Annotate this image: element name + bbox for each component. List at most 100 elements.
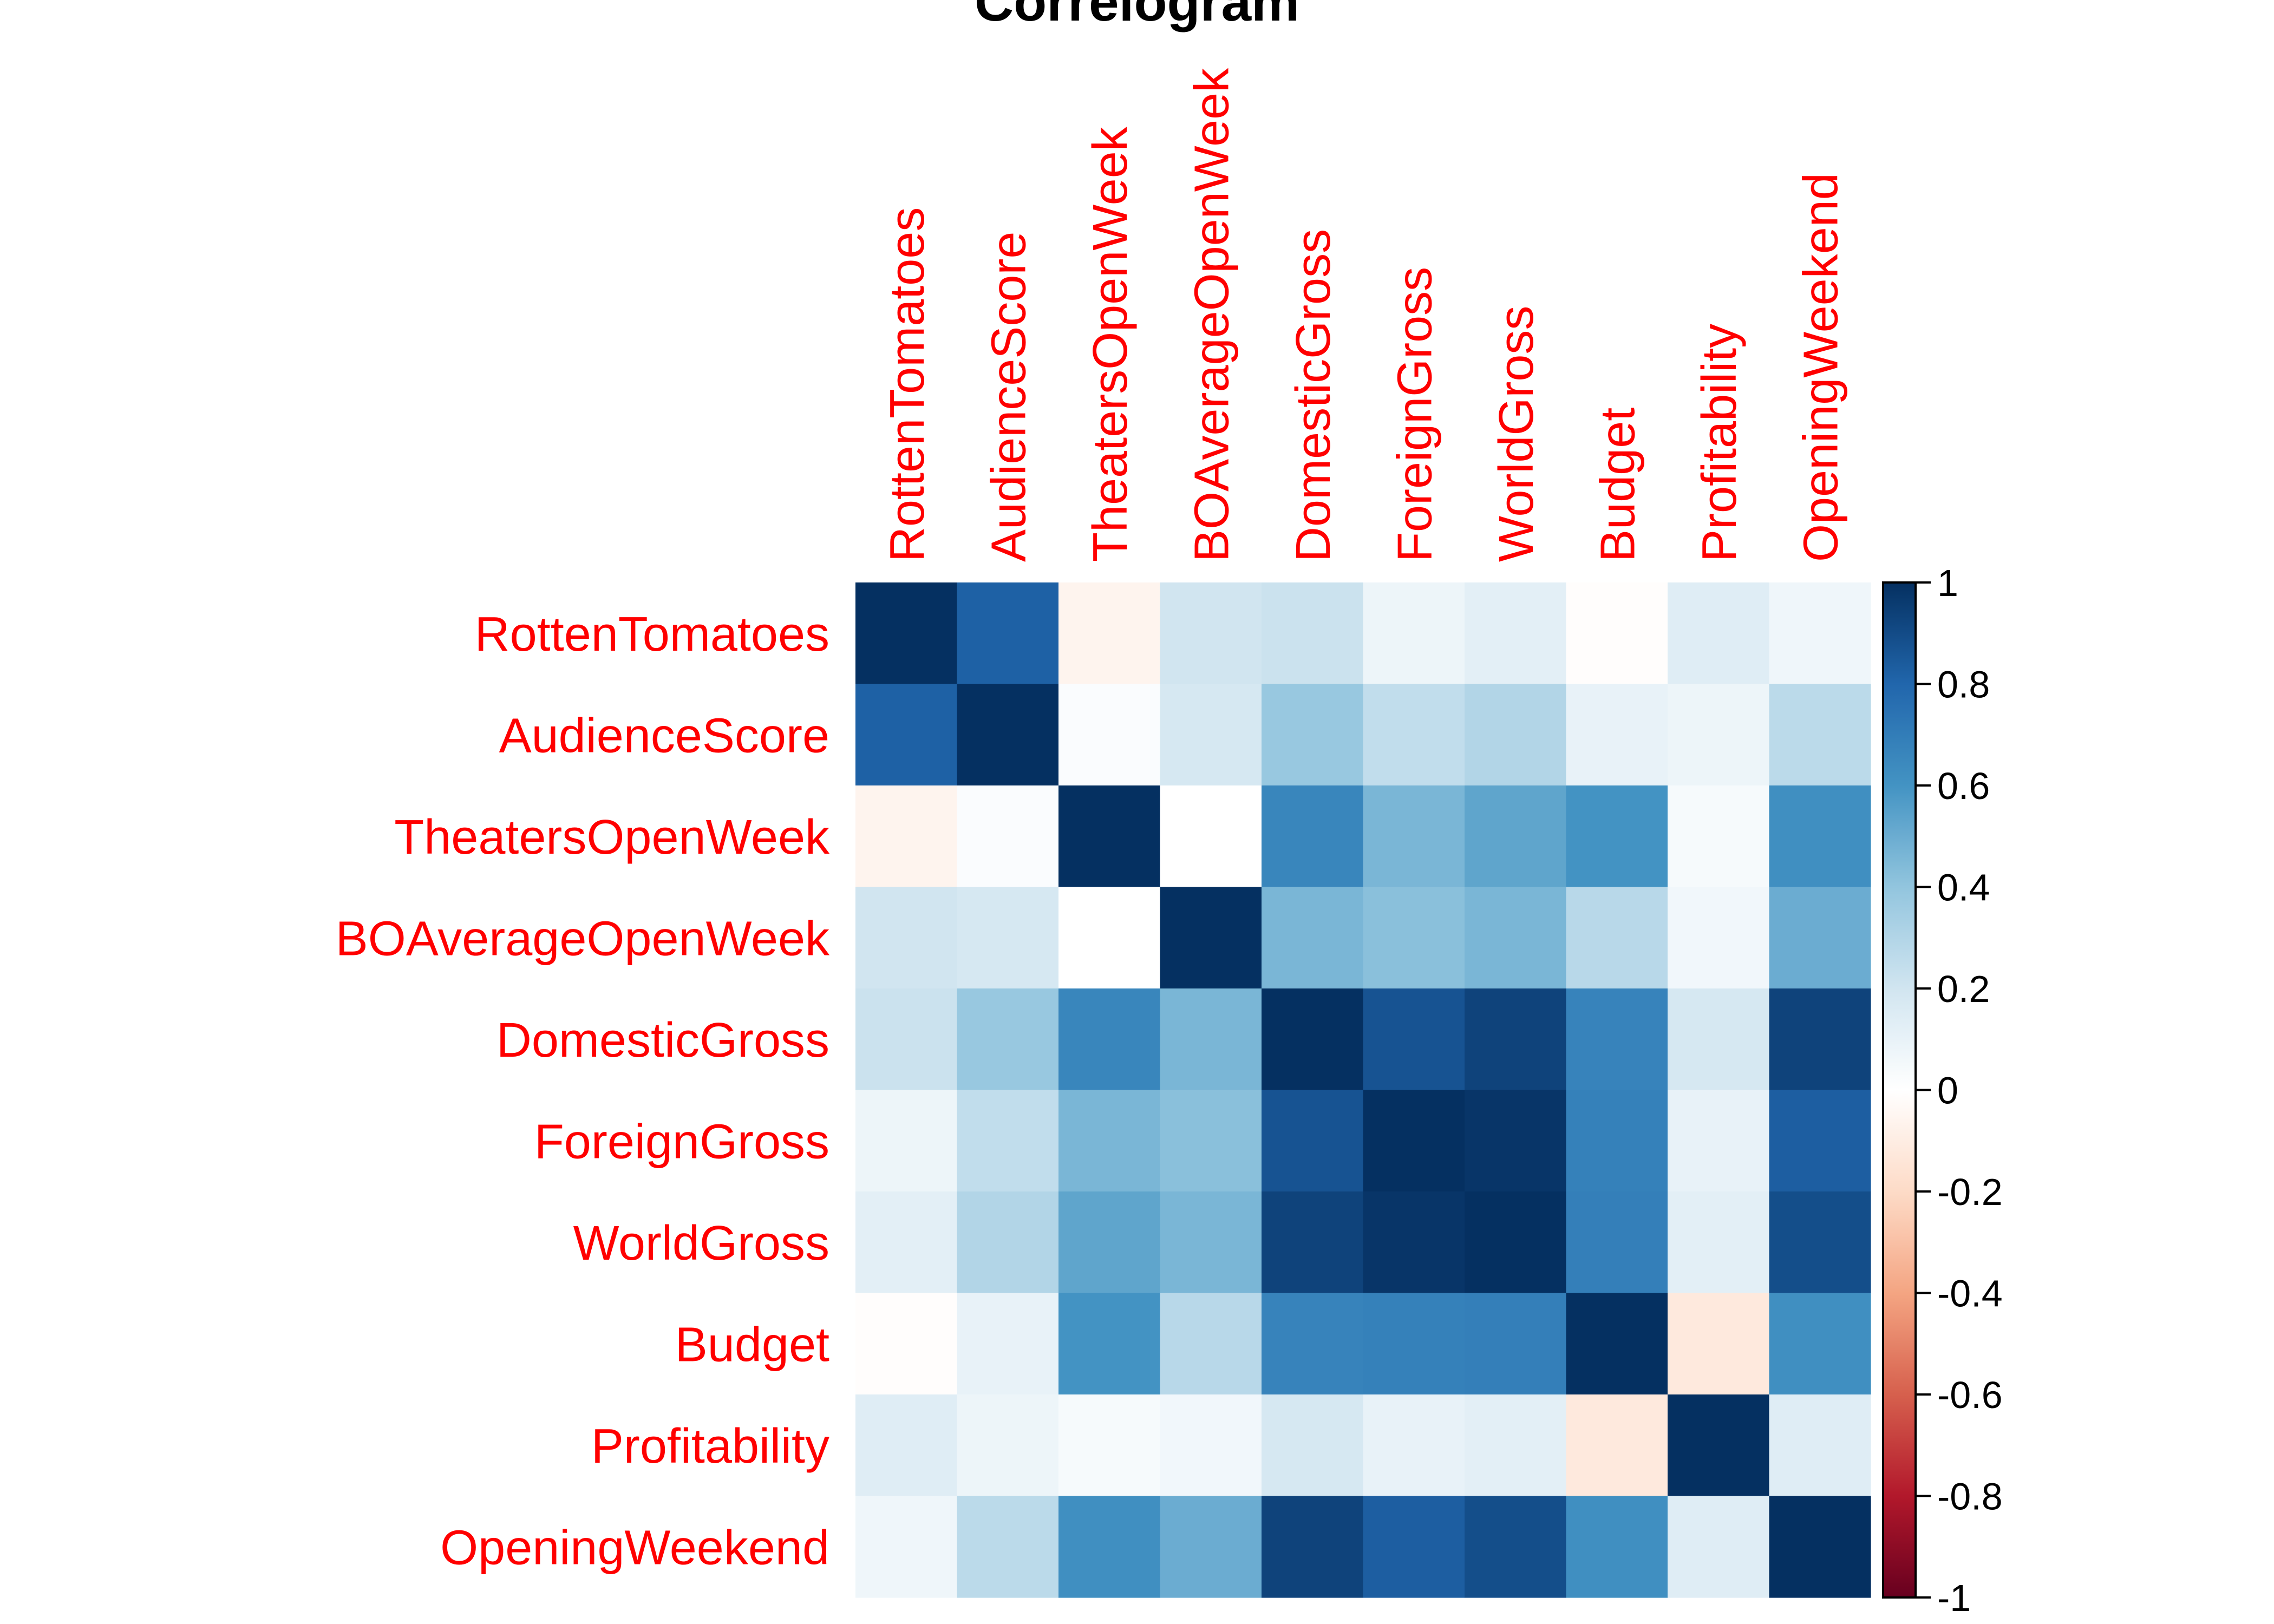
cell-ForeignGross-BOAverageOpenWeek (1160, 1090, 1262, 1192)
cell-OpeningWeekend-ForeignGross (1363, 1496, 1465, 1598)
cell-DomesticGross-TheatersOpenWeek (1058, 988, 1161, 1091)
cell-Budget-BOAverageOpenWeek (1160, 1293, 1262, 1395)
colorbar-scale (1882, 581, 1917, 1599)
colorbar-tick-label: 0.2 (1937, 968, 1990, 1010)
cell-DomesticGross-RottenTomatoes (855, 988, 958, 1091)
cell-DomesticGross-Profitability (1668, 988, 1770, 1091)
cell-WorldGross-Profitability (1668, 1191, 1770, 1294)
cell-AudienceScore-AudienceScore (957, 684, 1059, 786)
cell-Profitability-OpeningWeekend (1769, 1394, 1871, 1497)
cell-ForeignGross-Budget (1566, 1090, 1668, 1192)
row-label-RottenTomatoes: RottenTomatoes (475, 607, 829, 662)
cell-ForeignGross-TheatersOpenWeek (1058, 1090, 1161, 1192)
col-label-TheatersOpenWeek: TheatersOpenWeek (1083, 126, 1138, 562)
cell-BOAverageOpenWeek-TheatersOpenWeek (1058, 887, 1161, 989)
cell-OpeningWeekend-TheatersOpenWeek (1058, 1496, 1161, 1598)
cell-WorldGross-Budget (1566, 1191, 1668, 1294)
cell-Budget-RottenTomatoes (855, 1293, 958, 1395)
cell-Budget-WorldGross (1465, 1293, 1567, 1395)
colorbar-tick-label: -0.8 (1937, 1476, 2003, 1518)
cell-AudienceScore-DomesticGross (1262, 684, 1364, 786)
col-label-ForeignGross: ForeignGross (1388, 267, 1442, 562)
cell-TheatersOpenWeek-DomesticGross (1262, 785, 1364, 888)
row-label-ForeignGross: ForeignGross (534, 1115, 829, 1169)
cell-DomesticGross-DomesticGross (1262, 988, 1364, 1091)
cell-WorldGross-OpeningWeekend (1769, 1191, 1871, 1294)
cell-DomesticGross-Budget (1566, 988, 1668, 1091)
cell-RottenTomatoes-Profitability (1668, 582, 1770, 685)
colorbar-tick-label: 1 (1937, 562, 1958, 604)
chart-title: Correlogram (975, 0, 1299, 32)
cell-BOAverageOpenWeek-DomesticGross (1262, 887, 1364, 989)
row-label-TheatersOpenWeek: TheatersOpenWeek (394, 810, 830, 865)
cell-OpeningWeekend-OpeningWeekend (1769, 1496, 1871, 1598)
col-label-RottenTomatoes: RottenTomatoes (880, 207, 935, 562)
row-label-BOAverageOpenWeek: BOAverageOpenWeek (336, 912, 830, 966)
cell-Profitability-Budget (1566, 1394, 1668, 1497)
col-label-OpeningWeekend: OpeningWeekend (1794, 173, 1848, 562)
cell-WorldGross-ForeignGross (1363, 1191, 1465, 1294)
col-label-WorldGross: WorldGross (1489, 306, 1544, 562)
cell-OpeningWeekend-AudienceScore (957, 1496, 1059, 1598)
cell-OpeningWeekend-RottenTomatoes (855, 1496, 958, 1598)
cell-WorldGross-BOAverageOpenWeek (1160, 1191, 1262, 1294)
cell-Profitability-AudienceScore (957, 1394, 1059, 1497)
cell-BOAverageOpenWeek-RottenTomatoes (855, 887, 958, 989)
colorbar-tick-label: 0.8 (1937, 664, 1990, 706)
cell-RottenTomatoes-ForeignGross (1363, 582, 1465, 685)
cell-Budget-Profitability (1668, 1293, 1770, 1395)
cell-RottenTomatoes-RottenTomatoes (855, 582, 958, 685)
cell-ForeignGross-DomesticGross (1262, 1090, 1364, 1192)
cell-BOAverageOpenWeek-Budget (1566, 887, 1668, 989)
cell-OpeningWeekend-DomesticGross (1262, 1496, 1364, 1598)
cell-RottenTomatoes-BOAverageOpenWeek (1160, 582, 1262, 685)
cell-RottenTomatoes-WorldGross (1465, 582, 1567, 685)
correlation-cells (855, 582, 1871, 1598)
cell-OpeningWeekend-Budget (1566, 1496, 1668, 1598)
cell-AudienceScore-Budget (1566, 684, 1668, 786)
cell-DomesticGross-OpeningWeekend (1769, 988, 1871, 1091)
cell-Profitability-Profitability (1668, 1394, 1770, 1497)
cell-TheatersOpenWeek-ForeignGross (1363, 785, 1465, 888)
col-label-AudienceScore: AudienceScore (982, 232, 1036, 562)
colorbar-tick-label: -1 (1937, 1577, 1971, 1619)
cell-WorldGross-AudienceScore (957, 1191, 1059, 1294)
cell-Profitability-WorldGross (1465, 1394, 1567, 1497)
row-label-OpeningWeekend: OpeningWeekend (440, 1521, 829, 1575)
row-label-Profitability: Profitability (591, 1419, 829, 1474)
column-labels: RottenTomatoes AudienceScore TheatersOpenW… (880, 68, 1848, 562)
cell-RottenTomatoes-TheatersOpenWeek (1058, 582, 1161, 685)
cell-ForeignGross-OpeningWeekend (1769, 1090, 1871, 1192)
cell-AudienceScore-TheatersOpenWeek (1058, 684, 1161, 786)
cell-TheatersOpenWeek-TheatersOpenWeek (1058, 785, 1161, 888)
row-label-DomesticGross: DomesticGross (496, 1013, 829, 1068)
cell-Budget-ForeignGross (1363, 1293, 1465, 1395)
cell-Profitability-ForeignGross (1363, 1394, 1465, 1497)
col-label-BOAverageOpenWeek: BOAverageOpenWeek (1185, 68, 1239, 562)
cell-BOAverageOpenWeek-ForeignGross (1363, 887, 1465, 989)
cell-OpeningWeekend-WorldGross (1465, 1496, 1567, 1598)
cell-AudienceScore-OpeningWeekend (1769, 684, 1871, 786)
cell-DomesticGross-WorldGross (1465, 988, 1567, 1091)
cell-TheatersOpenWeek-AudienceScore (957, 785, 1059, 888)
cell-BOAverageOpenWeek-WorldGross (1465, 887, 1567, 989)
row-labels: RottenTomatoes AudienceScore TheatersOpenW… (336, 607, 830, 1575)
cell-DomesticGross-BOAverageOpenWeek (1160, 988, 1262, 1091)
cell-RottenTomatoes-AudienceScore (957, 582, 1059, 685)
cell-AudienceScore-Profitability (1668, 684, 1770, 786)
cell-OpeningWeekend-Profitability (1668, 1496, 1770, 1598)
col-label-Profitability: Profitability (1693, 324, 1747, 562)
cell-Budget-OpeningWeekend (1769, 1293, 1871, 1395)
cell-DomesticGross-ForeignGross (1363, 988, 1465, 1091)
cell-WorldGross-DomesticGross (1262, 1191, 1364, 1294)
cell-TheatersOpenWeek-Budget (1566, 785, 1668, 888)
cell-Profitability-RottenTomatoes (855, 1394, 958, 1497)
col-label-Budget: Budget (1591, 408, 1645, 562)
cell-Budget-DomesticGross (1262, 1293, 1364, 1395)
colorbar-tick-label: 0.6 (1937, 765, 1990, 807)
row-label-Budget: Budget (675, 1318, 829, 1372)
cell-BOAverageOpenWeek-BOAverageOpenWeek (1160, 887, 1262, 989)
cell-RottenTomatoes-Budget (1566, 582, 1668, 685)
cell-Budget-TheatersOpenWeek (1058, 1293, 1161, 1395)
